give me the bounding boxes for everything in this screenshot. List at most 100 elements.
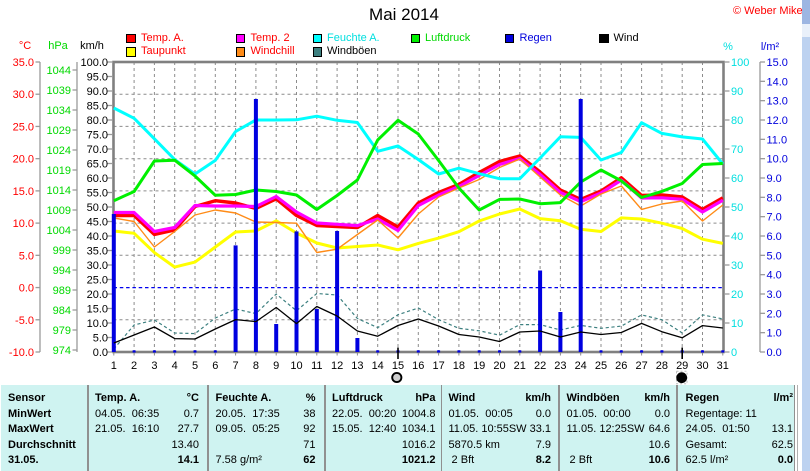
svg-text:999: 999 xyxy=(53,245,71,257)
svg-text:4: 4 xyxy=(172,360,178,372)
svg-text:65.0: 65.0 xyxy=(87,159,108,171)
svg-text:12.0: 12.0 xyxy=(767,115,788,127)
svg-text:3.0: 3.0 xyxy=(767,289,782,301)
svg-text:1014: 1014 xyxy=(47,185,71,197)
svg-text:984: 984 xyxy=(53,305,71,317)
svg-text:25: 25 xyxy=(595,360,607,372)
svg-text:5.0: 5.0 xyxy=(19,250,34,262)
svg-text:35.0: 35.0 xyxy=(13,57,34,69)
svg-text:1019: 1019 xyxy=(47,165,71,177)
svg-text:0.0: 0.0 xyxy=(767,347,782,359)
svg-text:20: 20 xyxy=(731,289,743,301)
svg-text:27: 27 xyxy=(635,360,647,372)
svg-text:15: 15 xyxy=(392,360,404,372)
svg-text:30: 30 xyxy=(731,260,743,272)
svg-text:18: 18 xyxy=(453,360,465,372)
svg-text:28: 28 xyxy=(656,360,668,372)
svg-text:70.0: 70.0 xyxy=(87,144,108,156)
svg-text:979: 979 xyxy=(53,325,71,337)
svg-text:13: 13 xyxy=(351,360,363,372)
svg-text:13.0: 13.0 xyxy=(767,96,788,108)
svg-text:2: 2 xyxy=(131,360,137,372)
svg-text:-5.0: -5.0 xyxy=(15,315,34,327)
svg-text:70: 70 xyxy=(731,144,743,156)
svg-text:30: 30 xyxy=(696,360,708,372)
svg-text:14.0: 14.0 xyxy=(767,76,788,88)
svg-text:5.0: 5.0 xyxy=(767,250,782,262)
svg-text:50.0: 50.0 xyxy=(87,202,108,214)
svg-text:5.0: 5.0 xyxy=(93,333,108,345)
svg-text:20.0: 20.0 xyxy=(87,289,108,301)
svg-text:90: 90 xyxy=(731,86,743,98)
svg-text:19: 19 xyxy=(473,360,485,372)
svg-text:50: 50 xyxy=(731,202,743,214)
svg-text:30.0: 30.0 xyxy=(87,260,108,272)
svg-text:7.0: 7.0 xyxy=(767,212,782,224)
svg-text:22: 22 xyxy=(534,360,546,372)
svg-text:5: 5 xyxy=(192,360,198,372)
svg-text:6: 6 xyxy=(212,360,218,372)
svg-text:974: 974 xyxy=(53,345,71,357)
svg-text:95.0: 95.0 xyxy=(87,72,108,84)
svg-text:21: 21 xyxy=(514,360,526,372)
svg-text:4.0: 4.0 xyxy=(767,270,782,282)
svg-text:24: 24 xyxy=(575,360,587,372)
svg-text:35.0: 35.0 xyxy=(87,246,108,258)
svg-text:1: 1 xyxy=(111,360,117,372)
svg-text:60.0: 60.0 xyxy=(87,173,108,185)
svg-text:9.0: 9.0 xyxy=(767,173,782,185)
svg-text:1009: 1009 xyxy=(47,205,71,217)
svg-text:16: 16 xyxy=(412,360,424,372)
svg-text:29: 29 xyxy=(676,360,688,372)
svg-text:8: 8 xyxy=(253,360,259,372)
svg-text:85.0: 85.0 xyxy=(87,101,108,113)
svg-text:1.0: 1.0 xyxy=(767,328,782,340)
svg-text:15.0: 15.0 xyxy=(767,57,788,69)
svg-text:0.0: 0.0 xyxy=(93,347,108,359)
svg-text:17: 17 xyxy=(432,360,444,372)
svg-text:1034: 1034 xyxy=(47,105,71,117)
svg-text:1024: 1024 xyxy=(47,145,71,157)
svg-text:80: 80 xyxy=(731,115,743,127)
svg-text:8.0: 8.0 xyxy=(767,192,782,204)
svg-text:994: 994 xyxy=(53,265,71,277)
svg-text:30.0: 30.0 xyxy=(13,89,34,101)
svg-text:10.0: 10.0 xyxy=(767,154,788,166)
svg-text:55.0: 55.0 xyxy=(87,188,108,200)
svg-text:1044: 1044 xyxy=(47,65,71,77)
svg-text:7: 7 xyxy=(233,360,239,372)
svg-text:10: 10 xyxy=(731,318,743,330)
svg-text:1039: 1039 xyxy=(47,85,71,97)
svg-text:25.0: 25.0 xyxy=(87,275,108,287)
svg-text:20.0: 20.0 xyxy=(13,154,34,166)
svg-text:31: 31 xyxy=(717,360,729,372)
svg-text:9: 9 xyxy=(273,360,279,372)
svg-text:12: 12 xyxy=(331,360,343,372)
svg-text:40.0: 40.0 xyxy=(87,231,108,243)
svg-text:10: 10 xyxy=(290,360,302,372)
svg-text:100: 100 xyxy=(731,57,749,69)
svg-text:60: 60 xyxy=(731,173,743,185)
svg-text:6.0: 6.0 xyxy=(767,231,782,243)
svg-text:10.0: 10.0 xyxy=(13,218,34,230)
svg-text:11: 11 xyxy=(311,360,322,372)
svg-text:23: 23 xyxy=(554,360,566,372)
svg-text:2.0: 2.0 xyxy=(767,308,782,320)
svg-text:20: 20 xyxy=(493,360,505,372)
svg-text:14: 14 xyxy=(372,360,384,372)
svg-text:25.0: 25.0 xyxy=(13,121,34,133)
svg-text:80.0: 80.0 xyxy=(87,115,108,127)
svg-text:989: 989 xyxy=(53,285,71,297)
svg-text:1029: 1029 xyxy=(47,125,71,137)
svg-text:90.0: 90.0 xyxy=(87,86,108,98)
svg-text:10.0: 10.0 xyxy=(87,318,108,330)
svg-text:40: 40 xyxy=(731,231,743,243)
svg-text:100.0: 100.0 xyxy=(80,57,108,69)
svg-text:15.0: 15.0 xyxy=(13,186,34,198)
svg-text:26: 26 xyxy=(615,360,627,372)
svg-text:11.0: 11.0 xyxy=(767,134,788,146)
svg-text:-10.0: -10.0 xyxy=(9,347,34,359)
svg-text:15.0: 15.0 xyxy=(87,304,108,316)
svg-text:0: 0 xyxy=(731,347,737,359)
svg-text:1004: 1004 xyxy=(47,225,71,237)
